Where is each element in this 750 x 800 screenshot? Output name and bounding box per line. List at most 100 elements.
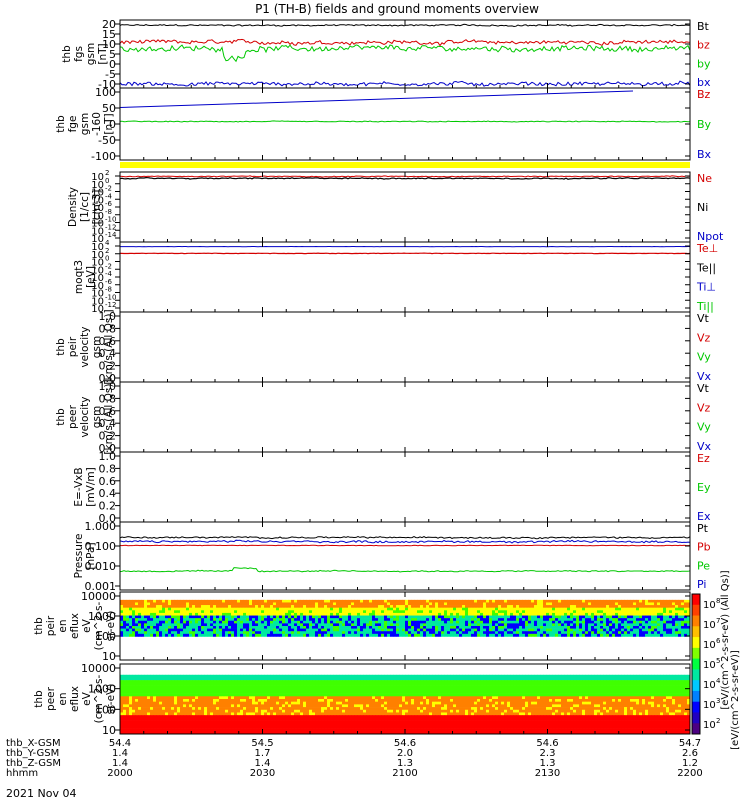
heatmap-cell: [240, 682, 244, 686]
heatmap-cell: [483, 599, 487, 603]
heatmap-cell: [219, 628, 223, 632]
heatmap-cell: [555, 688, 559, 692]
heatmap-cell: [546, 628, 550, 632]
heatmap-cell: [258, 623, 262, 627]
heatmap-cell: [498, 688, 502, 692]
heatmap-cell: [387, 615, 391, 619]
heatmap-cell: [474, 599, 478, 603]
heatmap-cell: [186, 680, 190, 684]
heatmap-cell: [537, 696, 541, 700]
heatmap-cell: [273, 696, 277, 700]
heatmap-cell: [669, 620, 673, 624]
heatmap-cell: [501, 674, 505, 678]
heatmap-cell: [270, 631, 274, 635]
heatmap-cell: [390, 690, 394, 694]
heatmap-cell: [561, 615, 565, 619]
heatmap-cell: [609, 685, 613, 689]
heatmap-cell: [165, 599, 169, 603]
heatmap-cell: [489, 618, 493, 622]
heatmap-cell: [462, 623, 466, 627]
heatmap-cell: [345, 628, 349, 632]
heatmap-cell: [261, 688, 265, 692]
heatmap-cell: [336, 602, 340, 606]
heatmap-cell: [156, 628, 160, 632]
heatmap-cell: [459, 631, 463, 635]
heatmap-cell: [237, 674, 241, 678]
heatmap-cell: [147, 677, 151, 681]
heatmap-cell: [483, 685, 487, 689]
heatmap-cell: [180, 682, 184, 686]
heatmap-cell: [672, 610, 676, 614]
heatmap-cell: [138, 607, 142, 611]
heatmap-cell: [525, 674, 529, 678]
heatmap-cell: [285, 620, 289, 624]
heatmap-cell: [198, 615, 202, 619]
heatmap-cell: [420, 688, 424, 692]
heatmap-cell: [552, 599, 556, 603]
heatmap-cell: [249, 618, 253, 622]
heatmap-cell: [285, 628, 289, 632]
heatmap-cell: [318, 607, 322, 611]
heatmap-cell: [576, 620, 580, 624]
heatmap-cell: [141, 626, 145, 629]
heatmap-cell: [261, 631, 265, 635]
heatmap-cell: [507, 607, 511, 611]
heatmap-cell: [642, 607, 646, 611]
heatmap-cell: [576, 696, 580, 700]
heatmap-cell: [126, 690, 130, 694]
heatmap-cell: [489, 628, 493, 632]
heatmap-cell: [342, 682, 346, 686]
heatmap-cell: [273, 626, 277, 629]
heatmap-cell: [651, 620, 655, 624]
heatmap-cell: [603, 633, 607, 637]
heatmap-cell: [456, 626, 460, 629]
heatmap-cell: [150, 680, 154, 684]
heatmap-cell: [312, 610, 316, 614]
heatmap-cell: [249, 610, 253, 614]
heatmap-cell: [552, 680, 556, 684]
heatmap-cell: [393, 677, 397, 681]
heatmap-cell: [567, 612, 571, 616]
heatmap-cell: [531, 626, 535, 629]
heatmap-cell: [252, 685, 256, 689]
heatmap-cell: [195, 607, 199, 611]
heatmap-cell: [630, 605, 634, 608]
heatmap-cell: [414, 633, 418, 637]
heatmap-cell: [666, 612, 670, 616]
heatmap-cell: [210, 599, 214, 603]
heatmap-cell: [318, 696, 322, 700]
heatmap-cell: [555, 602, 559, 606]
heatmap-cell: [429, 674, 433, 678]
heatmap-cell: [180, 626, 184, 629]
heatmap-cell: [531, 696, 535, 700]
heatmap-cell: [174, 685, 178, 689]
heatmap-cell: [504, 623, 508, 627]
heatmap-cell: [435, 685, 439, 689]
heatmap-cell: [321, 623, 325, 627]
heatmap-cell: [525, 688, 529, 692]
heatmap-cell: [531, 693, 535, 697]
heatmap-cell: [447, 685, 451, 689]
heatmap-cell: [462, 602, 466, 606]
heatmap-cell: [291, 677, 295, 681]
heatmap-cell: [465, 633, 469, 637]
heatmap-cell: [558, 685, 562, 689]
heatmap-cell: [570, 620, 574, 624]
heatmap-cell: [294, 682, 298, 686]
heatmap-cell: [372, 674, 376, 678]
heatmap-cell: [258, 633, 262, 637]
heatmap-cell: [498, 612, 502, 616]
heatmap-cell: [636, 685, 640, 689]
heatmap-cell: [180, 680, 184, 684]
heatmap-cell: [231, 610, 235, 614]
heatmap-cell: [501, 599, 505, 603]
heatmap-cell: [651, 610, 655, 614]
heatmap-cell: [597, 682, 601, 686]
heatmap-cell: [399, 618, 403, 622]
heatmap-cell: [156, 605, 160, 608]
heatmap-cell: [150, 677, 154, 681]
heatmap-cell: [642, 623, 646, 627]
heatmap-cell: [579, 633, 583, 637]
heatmap-cell: [630, 628, 634, 632]
heatmap-cell: [501, 693, 505, 697]
